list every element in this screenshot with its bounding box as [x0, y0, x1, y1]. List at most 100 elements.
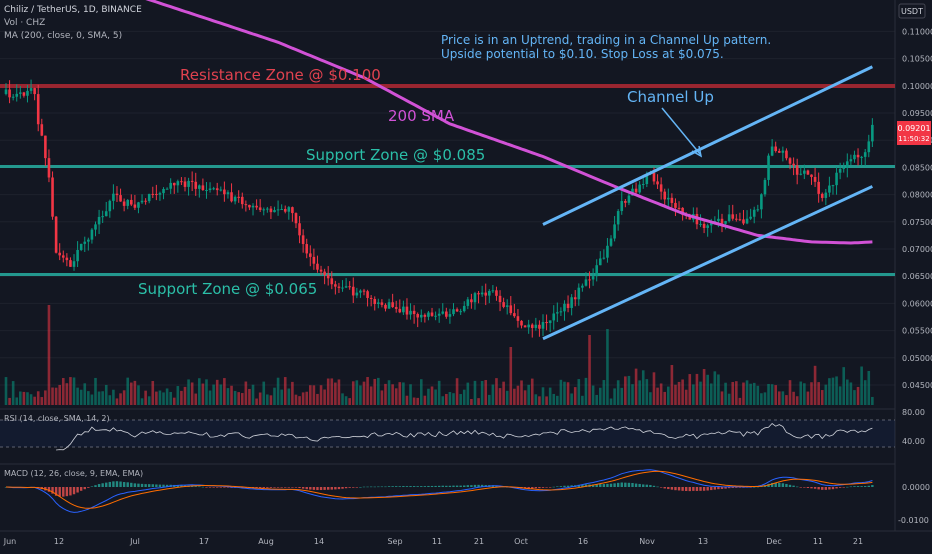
price-tick-label: 0.06000: [902, 299, 932, 308]
macd-hist-bar: [205, 487, 208, 488]
volume-bar: [276, 377, 280, 405]
candle: [198, 184, 201, 198]
volume-bar: [26, 392, 29, 405]
candle: [745, 210, 749, 225]
volume-bar: [609, 398, 613, 405]
channel-callout-arrowhead: [691, 145, 703, 158]
volume-bar: [65, 383, 69, 405]
volume-bar: [462, 389, 466, 405]
channel-lower-line[interactable]: [542, 185, 873, 341]
candle-body: [717, 218, 720, 222]
macd-hist-bar: [656, 486, 659, 488]
macd-hist-bar: [126, 482, 129, 487]
candle-body: [641, 184, 645, 186]
candle: [470, 293, 473, 309]
macd-hist-bar: [638, 483, 641, 487]
volume-bar: [613, 388, 616, 405]
macd-hist-bar: [327, 487, 330, 490]
candle-body: [652, 172, 656, 182]
ma-legend[interactable]: MA (200, close, 0, SMA, 5): [4, 31, 122, 41]
volume-bar: [101, 391, 104, 405]
price-tick-label: 0.09500: [902, 109, 932, 118]
macd-hist-bar: [785, 483, 788, 487]
macd-hist-bar: [831, 487, 835, 490]
candle: [359, 289, 362, 298]
candle-body: [230, 192, 233, 202]
candle: [770, 139, 774, 157]
macd-hist-bar: [266, 487, 269, 488]
volume-bar: [638, 380, 641, 405]
volume-bar: [684, 389, 688, 405]
resistance-zone-line: [0, 84, 895, 88]
candle-body: [226, 192, 230, 195]
candle: [505, 299, 509, 315]
macd-hist-bar: [65, 487, 69, 497]
macd-hist-bar: [599, 484, 602, 487]
candle-body: [108, 200, 112, 212]
candle: [853, 150, 856, 163]
volume-bar: [140, 398, 144, 405]
candle: [588, 271, 591, 289]
volume-bar: [785, 395, 788, 405]
volume-bar: [667, 386, 670, 405]
candle-body: [616, 211, 620, 225]
macd-hist-bar: [477, 484, 480, 487]
time-tick-label: 21: [474, 537, 484, 546]
volume-bar: [269, 395, 273, 405]
volume-bar: [412, 397, 416, 405]
candle-body: [470, 299, 473, 303]
candle-body: [602, 257, 606, 259]
candle-body: [334, 284, 337, 287]
volume-bar: [441, 396, 445, 405]
volume-bar: [169, 391, 172, 405]
symbol-legend[interactable]: Chiliz / TetherUS, 1D, BINANCE: [4, 5, 142, 15]
candle-body: [813, 176, 817, 182]
macd-hist-bar: [402, 486, 405, 487]
candle: [473, 291, 477, 310]
volume-bar: [162, 392, 165, 405]
volume-bar: [473, 380, 477, 405]
volume-legend[interactable]: Vol · CHZ: [4, 18, 45, 28]
volume-bar: [720, 391, 724, 405]
candle: [83, 236, 87, 252]
candle: [215, 182, 219, 196]
macd-hist-bar: [455, 485, 459, 487]
macd-hist-bar: [799, 487, 802, 488]
volume-bar: [326, 378, 330, 405]
volume-bar: [867, 370, 871, 405]
candle: [430, 307, 434, 317]
candle: [330, 271, 334, 290]
macd-legend[interactable]: MACD (12, 26, close, 9, EMA, EMA): [4, 469, 143, 478]
macd-hist-bar: [284, 487, 287, 488]
currency-badge[interactable]: [898, 3, 926, 19]
volume-bar: [559, 379, 563, 405]
candle-body: [681, 207, 684, 215]
candle-body: [595, 265, 598, 277]
candle: [44, 135, 47, 167]
volume-bar: [54, 387, 58, 405]
candle-body: [799, 173, 803, 175]
macd-hist-bar: [724, 487, 727, 489]
volume-bar: [294, 394, 298, 405]
volume-bar: [745, 380, 749, 405]
channel-upper-line[interactable]: [542, 65, 874, 226]
candle-body: [26, 90, 29, 96]
volume-bar: [36, 391, 40, 405]
candle-body: [323, 271, 326, 275]
volume-bar: [627, 375, 631, 405]
candle-body: [820, 193, 824, 198]
volume-bar: [305, 391, 309, 405]
macd-hist-bar: [190, 485, 194, 487]
price-tick-label: 0.11000: [902, 27, 932, 36]
time-tick-label: 21: [853, 537, 863, 546]
candle: [756, 204, 760, 212]
candle-body: [853, 154, 856, 160]
candle: [545, 314, 548, 331]
time-tick-label: 11: [813, 537, 823, 546]
rsi-legend[interactable]: RSI (14, close, SMA, 14, 2): [4, 414, 110, 423]
time-axis[interactable]: Jun 12 Jul 17 Aug 14 Sep 11 21 Oct 16 Nov 13 Dec 11 21: [3, 537, 863, 546]
macd-hist-bar: [609, 483, 613, 487]
volume-bar: [824, 384, 828, 405]
volume-bar: [641, 370, 645, 405]
